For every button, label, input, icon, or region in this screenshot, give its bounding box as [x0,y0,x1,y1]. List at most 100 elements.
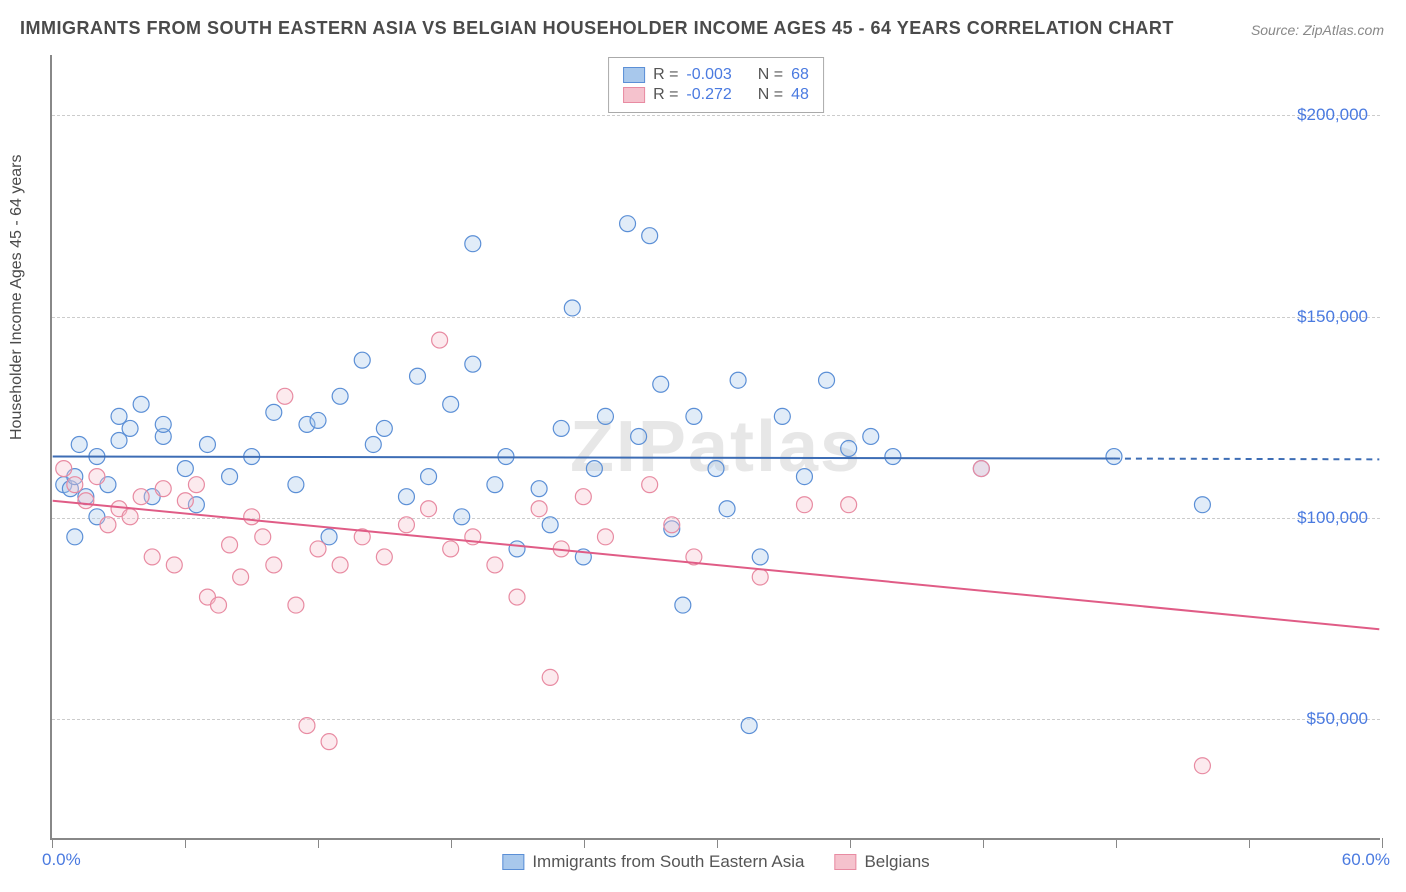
scatter-point [288,597,304,613]
n-value-2: 48 [791,86,809,104]
scatter-point [144,549,160,565]
scatter-point [597,408,613,424]
legend-row-series-2: R = -0.272 N = 48 [623,86,809,104]
series-legend: Immigrants from South Eastern Asia Belgi… [502,852,929,872]
x-tick [451,838,452,848]
legend-swatch-blue [623,67,645,83]
legend-swatch-pink [623,87,645,103]
scatter-point [586,461,602,477]
scatter-point [1106,449,1122,465]
scatter-point [741,718,757,734]
scatter-point [719,501,735,517]
scatter-point [332,557,348,573]
x-tick [1382,838,1383,848]
scatter-point [686,408,702,424]
scatter-point [376,420,392,436]
scatter-point [277,388,293,404]
scatter-point [597,529,613,545]
scatter-point [222,537,238,553]
scatter-point [321,734,337,750]
scatter-point [78,493,94,509]
scatter-point [653,376,669,392]
scatter-point [266,404,282,420]
x-tick [850,838,851,848]
chart-plot-area: ZIPatlas R = -0.003 N = 68 R = -0.272 N … [50,55,1380,840]
x-tick [717,838,718,848]
scatter-point [133,489,149,505]
scatter-point [973,461,989,477]
scatter-point [332,388,348,404]
scatter-point [675,597,691,613]
scatter-point [199,437,215,453]
scatter-point [67,529,83,545]
scatter-point [620,216,636,232]
scatter-point [553,420,569,436]
x-axis-max-label: 60.0% [1342,850,1390,870]
scatter-point [465,236,481,252]
x-tick [185,838,186,848]
regression-line-dashed [1114,459,1379,460]
scatter-point [100,517,116,533]
scatter-point [398,517,414,533]
scatter-point [67,477,83,493]
legend-swatch-blue [502,854,524,870]
scatter-point [465,356,481,372]
scatter-point [863,428,879,444]
scatter-point [509,541,525,557]
scatter-point [89,469,105,485]
scatter-point [487,557,503,573]
scatter-point [774,408,790,424]
x-tick [318,838,319,848]
x-tick [1116,838,1117,848]
scatter-point [642,477,658,493]
scatter-point [443,541,459,557]
scatter-point [509,589,525,605]
scatter-point [310,412,326,428]
source-attribution: Source: ZipAtlas.com [1251,22,1384,38]
n-label: N = [758,86,783,104]
scatter-point [885,449,901,465]
scatter-point [166,557,182,573]
scatter-point [708,461,724,477]
scatter-point [454,509,470,525]
scatter-point [376,549,392,565]
regression-line [53,457,1114,459]
scatter-point [642,228,658,244]
x-tick [983,838,984,848]
r-label: R = [653,86,678,104]
scatter-point [752,569,768,585]
r-value-1: -0.003 [686,66,731,84]
scatter-point [1194,497,1210,513]
legend-label-1: Immigrants from South Eastern Asia [532,852,804,872]
n-label: N = [758,66,783,84]
scatter-point [564,300,580,316]
regression-line [53,501,1380,629]
scatter-point [631,428,647,444]
legend-row-series-1: R = -0.003 N = 68 [623,66,809,84]
correlation-legend: R = -0.003 N = 68 R = -0.272 N = 48 [608,57,824,113]
scatter-point [354,352,370,368]
legend-item-1: Immigrants from South Eastern Asia [502,852,804,872]
scatter-point [421,501,437,517]
y-axis-label: Householder Income Ages 45 - 64 years [8,155,26,441]
scatter-point [542,517,558,533]
scatter-point [531,481,547,497]
scatter-point [222,469,238,485]
x-tick [584,838,585,848]
scatter-point [841,497,857,513]
scatter-point [56,461,72,477]
scatter-point [421,469,437,485]
scatter-point [410,368,426,384]
scatter-point [841,441,857,457]
scatter-point [796,469,812,485]
scatter-point [122,420,138,436]
scatter-point [365,437,381,453]
scatter-point [819,372,835,388]
scatter-point [398,489,414,505]
scatter-svg [52,55,1380,838]
r-value-2: -0.272 [686,86,731,104]
scatter-point [177,461,193,477]
r-label: R = [653,66,678,84]
scatter-point [432,332,448,348]
scatter-point [531,501,547,517]
